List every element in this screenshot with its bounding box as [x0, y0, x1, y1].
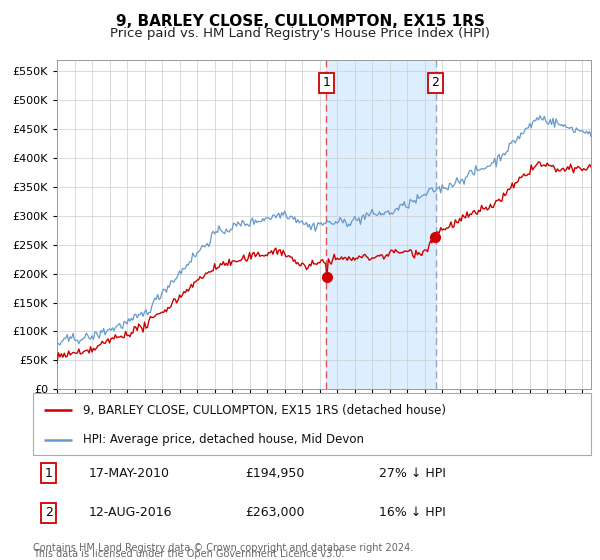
Text: HPI: Average price, detached house, Mid Devon: HPI: Average price, detached house, Mid … — [83, 433, 364, 446]
Text: 1: 1 — [322, 77, 330, 90]
Text: Price paid vs. HM Land Registry's House Price Index (HPI): Price paid vs. HM Land Registry's House … — [110, 27, 490, 40]
Text: 16% ↓ HPI: 16% ↓ HPI — [379, 506, 446, 520]
Text: £194,950: £194,950 — [245, 466, 304, 479]
Text: This data is licensed under the Open Government Licence v3.0.: This data is licensed under the Open Gov… — [33, 549, 344, 559]
Text: 12-AUG-2016: 12-AUG-2016 — [89, 506, 172, 520]
Text: 9, BARLEY CLOSE, CULLOMPTON, EX15 1RS: 9, BARLEY CLOSE, CULLOMPTON, EX15 1RS — [116, 14, 484, 29]
Text: 2: 2 — [431, 77, 439, 90]
Text: Contains HM Land Registry data © Crown copyright and database right 2024.: Contains HM Land Registry data © Crown c… — [33, 543, 413, 553]
Text: 27% ↓ HPI: 27% ↓ HPI — [379, 466, 446, 479]
Bar — [326, 60, 436, 389]
Text: 17-MAY-2010: 17-MAY-2010 — [89, 466, 170, 479]
Text: £263,000: £263,000 — [245, 506, 305, 520]
Text: 9, BARLEY CLOSE, CULLOMPTON, EX15 1RS (detached house): 9, BARLEY CLOSE, CULLOMPTON, EX15 1RS (d… — [83, 404, 446, 417]
Text: 2: 2 — [44, 506, 53, 520]
Text: 1: 1 — [44, 466, 53, 479]
FancyBboxPatch shape — [33, 393, 591, 455]
